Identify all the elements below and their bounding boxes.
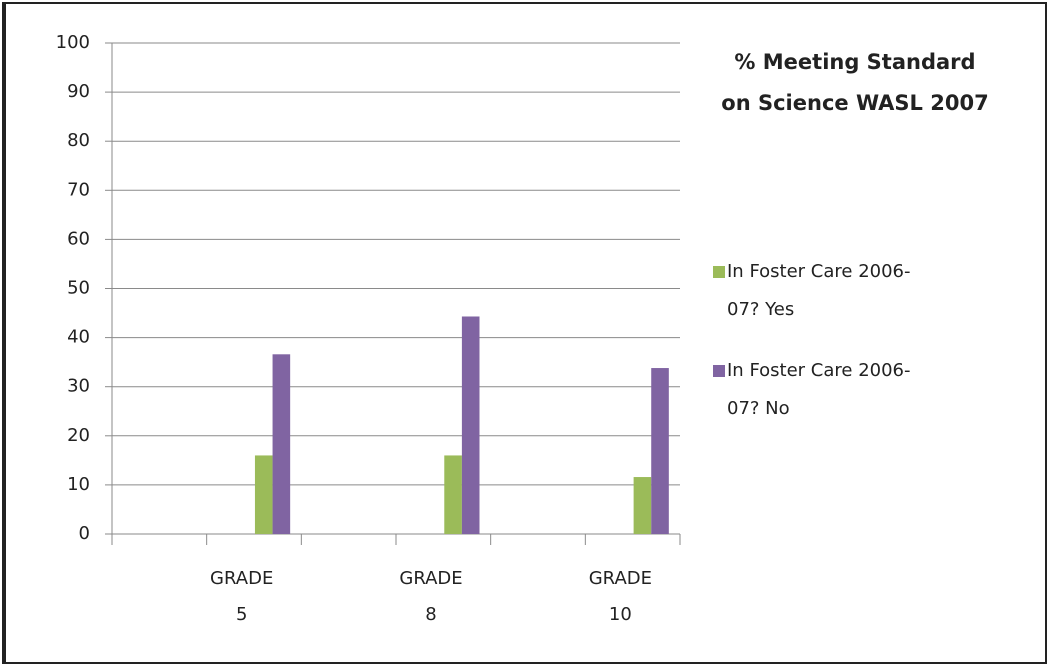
bar bbox=[633, 477, 652, 534]
y-tick-label: 20 bbox=[67, 425, 90, 446]
bar bbox=[651, 368, 669, 534]
y-tick-label: 0 bbox=[79, 523, 90, 544]
x-tick-label: GRADE 10 bbox=[588, 568, 652, 625]
y-tick-label: 10 bbox=[67, 474, 90, 495]
y-tick-label: 70 bbox=[67, 179, 90, 200]
bar bbox=[461, 316, 480, 534]
y-tick-label: 40 bbox=[67, 327, 90, 348]
x-tick-label: GRADE 5 bbox=[210, 568, 274, 625]
chart-title: % Meeting Standard on Science WASL 2007 bbox=[721, 50, 989, 115]
legend-label: In Foster Care 2006-07? Yes bbox=[727, 261, 911, 320]
y-tick-label: 30 bbox=[67, 376, 90, 397]
y-tick-label: 60 bbox=[67, 228, 90, 249]
legend-swatch bbox=[713, 365, 725, 377]
bar bbox=[254, 455, 273, 534]
legend-swatch bbox=[713, 266, 725, 278]
bar bbox=[444, 455, 462, 534]
legend-label: In Foster Care 2006-07? No bbox=[727, 360, 911, 419]
bar bbox=[272, 354, 291, 534]
y-tick-label: 50 bbox=[67, 278, 90, 299]
y-tick-label: 90 bbox=[67, 81, 90, 102]
x-tick-label: GRADE 8 bbox=[399, 568, 463, 625]
y-tick-label: 80 bbox=[67, 130, 90, 151]
y-tick-label: 100 bbox=[56, 32, 90, 53]
